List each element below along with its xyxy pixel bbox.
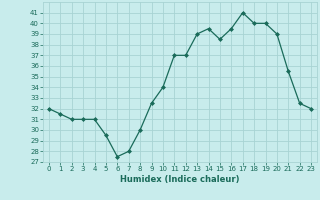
X-axis label: Humidex (Indice chaleur): Humidex (Indice chaleur)	[120, 175, 240, 184]
